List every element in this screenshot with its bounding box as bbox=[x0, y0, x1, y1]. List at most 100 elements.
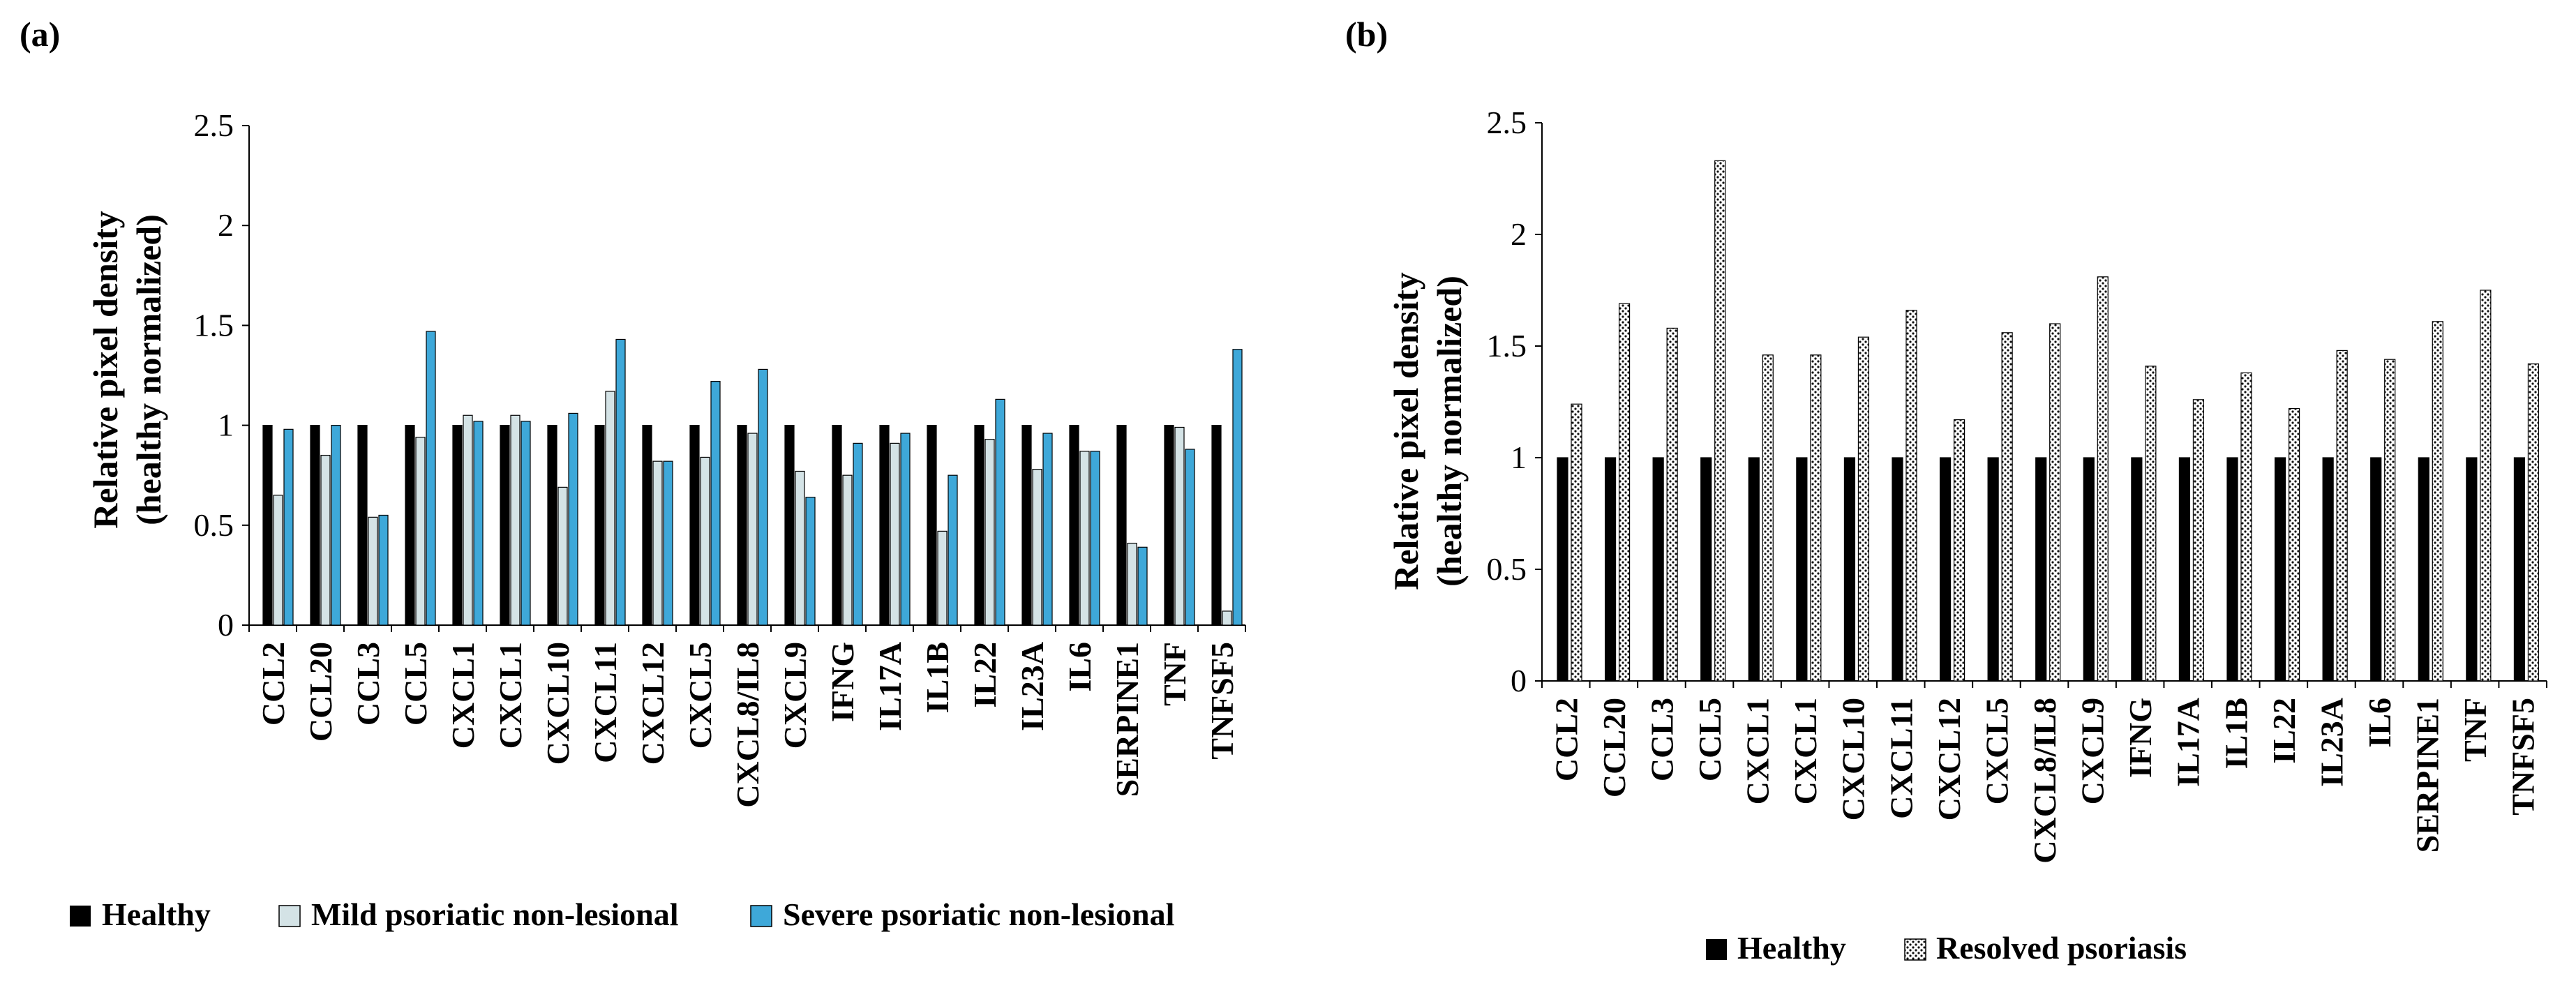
bar-severe-psoriatic-non-lesional-il1b bbox=[948, 474, 958, 626]
bar-severe-psoriatic-non-lesional-cxcl11 bbox=[615, 338, 626, 626]
bar-resolved-psoriasis-ccl2 bbox=[1571, 403, 1582, 682]
bar-mild-psoriatic-non-lesional-il22 bbox=[984, 439, 995, 626]
category-label: IL1B bbox=[2218, 698, 2254, 769]
bar-healthy-ccl3 bbox=[357, 424, 368, 626]
bar-healthy-il17a bbox=[879, 424, 890, 626]
bar-resolved-psoriasis-tnf bbox=[2480, 290, 2492, 682]
bar-healthy-cxcl1 bbox=[1796, 457, 1808, 682]
y-tick-label: 2 bbox=[1511, 216, 1527, 252]
bar-mild-psoriatic-non-lesional-il1b bbox=[937, 530, 948, 626]
bar-mild-psoriatic-non-lesional-ifng bbox=[842, 474, 853, 626]
bar-mild-psoriatic-non-lesional-cxcl1 bbox=[463, 414, 473, 626]
bar-resolved-psoriasis-ifng bbox=[2145, 366, 2157, 682]
bar-healthy-tnf bbox=[2466, 457, 2478, 682]
bar-healthy-il1b bbox=[927, 424, 937, 626]
bar-resolved-psoriasis-cxcl12 bbox=[1953, 419, 1965, 682]
category-label: IL17A bbox=[872, 642, 908, 731]
category-label: CXCL1 bbox=[445, 642, 481, 749]
panel-b-legend: Healthy Resolved psoriasis bbox=[1706, 930, 2187, 966]
bar-healthy-cxcl12 bbox=[642, 424, 652, 626]
bar-healthy-serpine1 bbox=[1116, 424, 1127, 626]
bar-healthy-cxcl8-il8 bbox=[737, 424, 747, 626]
bar-mild-psoriatic-non-lesional-il17a bbox=[890, 442, 900, 626]
bar-resolved-psoriasis-ccl20 bbox=[1618, 303, 1631, 682]
category-label: CCL3 bbox=[350, 642, 386, 726]
panel-a-ylabel-line2: (healthy normalized) bbox=[129, 214, 168, 525]
category-label: IFNG bbox=[825, 642, 860, 722]
y-tick-label: 1 bbox=[1511, 440, 1527, 475]
legend-swatch-healthy-b bbox=[1706, 939, 1727, 960]
bar-healthy-il6 bbox=[1069, 424, 1079, 626]
category-label: IL1B bbox=[920, 642, 955, 713]
bar-healthy-ccl20 bbox=[310, 424, 320, 626]
bar-healthy-ccl5 bbox=[405, 424, 415, 626]
panel-a-ylabel-line1: Relative pixel density bbox=[86, 211, 125, 529]
y-tick-label: 1.5 bbox=[194, 307, 234, 343]
category-label: TNFSF5 bbox=[1204, 642, 1240, 760]
bar-mild-psoriatic-non-lesional-cxcl11 bbox=[605, 391, 615, 626]
category-label: IL22 bbox=[967, 642, 1003, 708]
panel-a-legend: Healthy Mild psoriatic non-lesional Seve… bbox=[70, 897, 1174, 932]
bar-healthy-serpine1 bbox=[2418, 457, 2429, 682]
legend-label-severe: Severe psoriatic non-lesional bbox=[783, 897, 1174, 932]
category-label: CXCL12 bbox=[1931, 698, 1967, 820]
bar-healthy-il22 bbox=[2274, 457, 2286, 682]
bar-healthy-cxcl11 bbox=[1892, 457, 1903, 682]
bar-healthy-cxcl9 bbox=[2083, 457, 2095, 682]
category-label: CXCL9 bbox=[777, 642, 813, 749]
category-label: IL6 bbox=[1062, 642, 1098, 692]
bar-healthy-cxcl8-il8 bbox=[2035, 457, 2047, 682]
panel-b-category-labels: CCL2 CCL20 CCL3 CCL5 CXCL1 CXCL1 CXCL10 CXCL11 C… bbox=[1548, 698, 2540, 864]
bar-severe-psoriatic-non-lesional-ifng bbox=[853, 442, 863, 626]
bar-healthy-cxcl1 bbox=[1748, 457, 1760, 682]
bar-mild-psoriatic-non-lesional-tnf bbox=[1174, 426, 1185, 626]
bar-healthy-cxcl5 bbox=[1987, 457, 1999, 682]
category-label: IL22 bbox=[2266, 698, 2302, 764]
bar-healthy-il17a bbox=[2178, 457, 2191, 682]
panel-a-axes: 0 0.5 1 1.5 2 2.5 bbox=[194, 107, 1246, 643]
bar-severe-psoriatic-non-lesional-ccl5 bbox=[426, 331, 436, 626]
y-tick-label: 0.5 bbox=[194, 507, 234, 543]
bar-healthy-il23a bbox=[2322, 457, 2334, 682]
legend-swatch-healthy bbox=[70, 906, 91, 927]
bar-healthy-cxcl5 bbox=[689, 424, 700, 626]
bar-severe-psoriatic-non-lesional-ccl20 bbox=[331, 424, 341, 626]
bar-healthy-cxcl1 bbox=[500, 424, 510, 626]
bar-healthy-il6 bbox=[2370, 457, 2382, 682]
panel-a-chart: (a) Relative pixel density (healthy norm… bbox=[20, 15, 1246, 932]
legend-swatch-resolved bbox=[1904, 938, 1926, 961]
category-label: CCL20 bbox=[303, 642, 338, 742]
bar-severe-psoriatic-non-lesional-tnf bbox=[1185, 449, 1195, 626]
bar-mild-psoriatic-non-lesional-il23a bbox=[1032, 469, 1042, 626]
bar-resolved-psoriasis-cxcl5 bbox=[2001, 332, 2013, 682]
category-label: CXCL12 bbox=[635, 642, 671, 765]
bar-resolved-psoriasis-il23a bbox=[2336, 350, 2348, 682]
bar-healthy-ifng bbox=[2131, 457, 2143, 682]
panel-a-label: (a) bbox=[20, 15, 60, 54]
bar-healthy-cxcl10 bbox=[547, 424, 557, 626]
bar-resolved-psoriasis-ccl3 bbox=[1666, 327, 1678, 682]
bar-resolved-psoriasis-cxcl9 bbox=[2097, 276, 2109, 682]
bar-resolved-psoriasis-cxcl11 bbox=[1905, 310, 1917, 682]
bar-severe-psoriatic-non-lesional-ccl2 bbox=[283, 428, 294, 626]
category-label: CCL2 bbox=[1548, 698, 1584, 781]
legend-label-healthy: Healthy bbox=[102, 897, 211, 932]
bar-healthy-cxcl12 bbox=[1939, 457, 1952, 682]
category-label: CXCL11 bbox=[1883, 698, 1919, 819]
bar-mild-psoriatic-non-lesional-il6 bbox=[1079, 451, 1090, 626]
category-label: CXCL5 bbox=[1979, 698, 2014, 804]
bar-mild-psoriatic-non-lesional-ccl3 bbox=[368, 516, 378, 626]
bar-mild-psoriatic-non-lesional-ccl20 bbox=[320, 454, 331, 626]
category-label: CXCL10 bbox=[540, 642, 576, 765]
bar-mild-psoriatic-non-lesional-cxcl9 bbox=[795, 470, 805, 626]
bar-severe-psoriatic-non-lesional-cxcl1 bbox=[473, 421, 484, 626]
category-label: SERPINE1 bbox=[1109, 642, 1145, 797]
bar-healthy-il23a bbox=[1021, 424, 1032, 626]
category-label: IL6 bbox=[2362, 698, 2397, 748]
bar-severe-psoriatic-non-lesional-cxcl8-il8 bbox=[758, 368, 768, 626]
bar-severe-psoriatic-non-lesional-serpine1 bbox=[1137, 546, 1148, 626]
bar-healthy-tnfsf5 bbox=[1211, 424, 1222, 626]
y-tick-label: 2.5 bbox=[1487, 105, 1527, 140]
category-label: CCL2 bbox=[255, 642, 291, 726]
